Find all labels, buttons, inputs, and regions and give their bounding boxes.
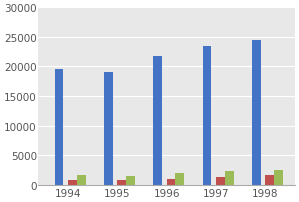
Bar	[216, 177, 225, 185]
Bar	[104, 73, 113, 185]
Bar	[252, 41, 261, 185]
Bar	[274, 170, 283, 185]
Bar	[225, 171, 234, 185]
Bar	[68, 180, 77, 185]
Bar	[126, 176, 135, 185]
Bar	[265, 175, 274, 185]
Bar	[203, 46, 211, 185]
Bar	[55, 70, 63, 185]
Bar	[153, 57, 162, 185]
Bar	[117, 180, 126, 185]
Bar	[77, 175, 86, 185]
Bar	[176, 173, 184, 185]
Bar	[167, 179, 176, 185]
